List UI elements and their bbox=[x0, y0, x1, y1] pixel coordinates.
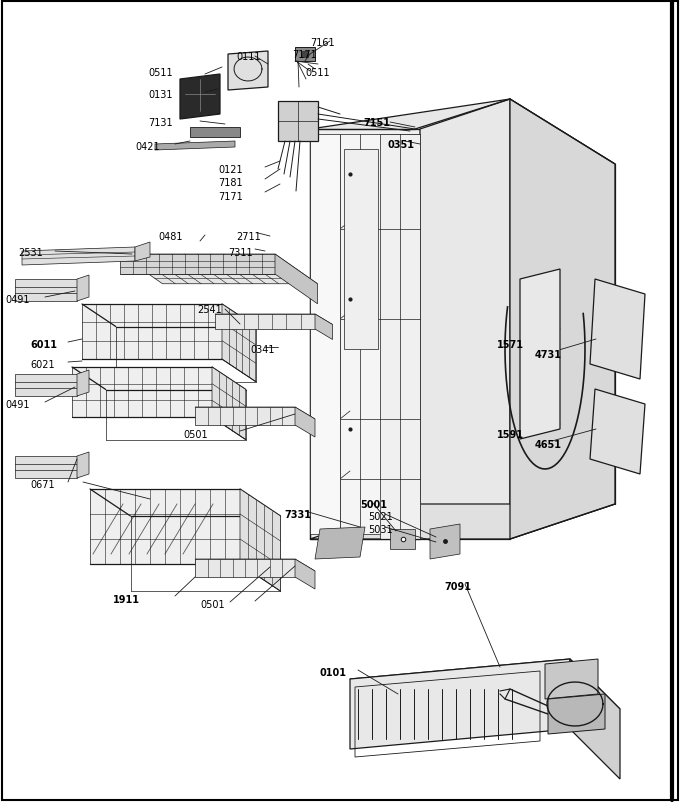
Polygon shape bbox=[315, 528, 365, 559]
Text: 1911: 1911 bbox=[113, 594, 140, 604]
Polygon shape bbox=[525, 391, 555, 415]
Polygon shape bbox=[190, 128, 240, 138]
Text: 7331: 7331 bbox=[284, 509, 311, 520]
Polygon shape bbox=[295, 48, 315, 62]
Polygon shape bbox=[215, 314, 333, 325]
Text: 7151: 7151 bbox=[363, 118, 390, 128]
Text: 0341: 0341 bbox=[250, 345, 275, 354]
Polygon shape bbox=[310, 504, 615, 539]
Polygon shape bbox=[77, 371, 89, 396]
Polygon shape bbox=[510, 100, 615, 539]
Text: 1591: 1591 bbox=[497, 429, 524, 439]
Polygon shape bbox=[590, 280, 645, 379]
Polygon shape bbox=[15, 456, 77, 479]
Polygon shape bbox=[278, 102, 318, 142]
Text: 7091: 7091 bbox=[444, 581, 471, 591]
Polygon shape bbox=[350, 659, 620, 729]
Polygon shape bbox=[570, 659, 620, 779]
Polygon shape bbox=[72, 367, 212, 418]
Polygon shape bbox=[120, 255, 275, 274]
Polygon shape bbox=[380, 135, 420, 539]
Polygon shape bbox=[15, 280, 77, 302]
Text: 0501: 0501 bbox=[200, 599, 224, 610]
Polygon shape bbox=[90, 489, 240, 565]
Text: 0491: 0491 bbox=[5, 399, 29, 410]
Polygon shape bbox=[275, 255, 318, 305]
Polygon shape bbox=[240, 489, 280, 591]
Text: 0511: 0511 bbox=[305, 68, 330, 78]
Polygon shape bbox=[222, 305, 256, 382]
Text: 2541: 2541 bbox=[197, 305, 222, 314]
Text: 0131: 0131 bbox=[148, 90, 173, 100]
Text: 7181: 7181 bbox=[218, 178, 243, 188]
Polygon shape bbox=[548, 695, 605, 734]
Polygon shape bbox=[215, 314, 315, 330]
Polygon shape bbox=[77, 276, 89, 302]
Polygon shape bbox=[344, 150, 378, 350]
Polygon shape bbox=[22, 248, 135, 265]
Text: 0491: 0491 bbox=[5, 294, 29, 305]
Text: 0501: 0501 bbox=[183, 429, 207, 439]
Text: 0121: 0121 bbox=[218, 164, 243, 175]
Text: 2711: 2711 bbox=[236, 232, 260, 241]
Text: 0421: 0421 bbox=[135, 142, 160, 152]
Text: 5001: 5001 bbox=[360, 500, 387, 509]
Text: 7131: 7131 bbox=[148, 118, 173, 128]
Text: 0111: 0111 bbox=[236, 52, 260, 62]
Text: 2531: 2531 bbox=[18, 248, 43, 257]
Polygon shape bbox=[77, 452, 89, 479]
Text: 5021: 5021 bbox=[368, 512, 393, 521]
Polygon shape bbox=[545, 659, 598, 699]
Text: 7171: 7171 bbox=[218, 192, 243, 202]
Polygon shape bbox=[310, 135, 340, 534]
Polygon shape bbox=[212, 367, 245, 440]
Polygon shape bbox=[525, 346, 555, 370]
Polygon shape bbox=[295, 559, 315, 589]
Polygon shape bbox=[82, 305, 222, 359]
Polygon shape bbox=[420, 100, 510, 539]
Polygon shape bbox=[390, 529, 415, 549]
Polygon shape bbox=[350, 659, 570, 749]
Polygon shape bbox=[195, 407, 315, 419]
Text: 0351: 0351 bbox=[388, 140, 415, 150]
Polygon shape bbox=[525, 297, 555, 320]
Polygon shape bbox=[302, 52, 308, 58]
Polygon shape bbox=[310, 100, 615, 195]
Text: 7171: 7171 bbox=[292, 50, 317, 60]
Text: 0481: 0481 bbox=[158, 232, 182, 241]
Polygon shape bbox=[195, 559, 315, 571]
Text: 0101: 0101 bbox=[320, 667, 347, 677]
Text: 6011: 6011 bbox=[30, 339, 57, 350]
Polygon shape bbox=[195, 559, 295, 577]
Polygon shape bbox=[520, 269, 560, 439]
Polygon shape bbox=[15, 375, 77, 396]
Polygon shape bbox=[295, 407, 315, 437]
Polygon shape bbox=[195, 407, 295, 426]
Polygon shape bbox=[180, 75, 220, 119]
Polygon shape bbox=[430, 525, 460, 559]
Polygon shape bbox=[590, 390, 645, 475]
Polygon shape bbox=[155, 142, 235, 151]
Text: 5031: 5031 bbox=[368, 525, 392, 534]
Polygon shape bbox=[340, 135, 420, 534]
Text: 7311: 7311 bbox=[228, 248, 253, 257]
Polygon shape bbox=[315, 314, 333, 340]
Polygon shape bbox=[310, 130, 420, 539]
Text: 1571: 1571 bbox=[497, 339, 524, 350]
Polygon shape bbox=[120, 255, 318, 285]
Text: 6021: 6021 bbox=[30, 359, 54, 370]
Text: 4731: 4731 bbox=[535, 350, 562, 359]
Polygon shape bbox=[135, 243, 150, 261]
Polygon shape bbox=[228, 52, 268, 91]
Text: 7161: 7161 bbox=[310, 38, 335, 48]
Text: 0511: 0511 bbox=[148, 68, 173, 78]
Text: 4651: 4651 bbox=[535, 439, 562, 449]
Text: 0671: 0671 bbox=[30, 480, 54, 489]
